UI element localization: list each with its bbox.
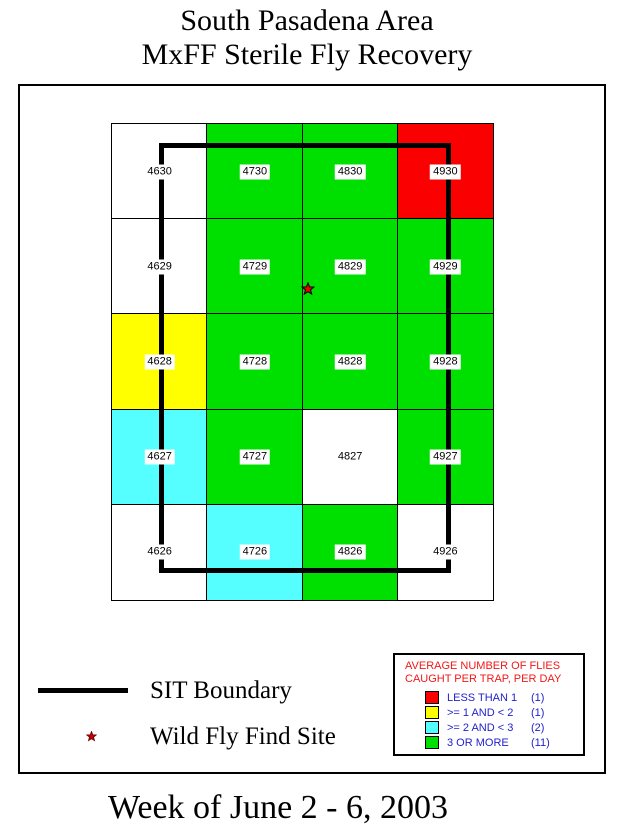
sit-boundary-label: SIT Boundary (150, 677, 292, 704)
legend-label: 3 OR MORE (447, 736, 509, 749)
cell-label-4630: 4630 (144, 164, 175, 180)
cell-label-4830: 4830 (334, 164, 366, 180)
legend-label: >= 1 AND < 2 (447, 706, 514, 719)
page-title-line1: South Pasadena Area (180, 4, 434, 37)
cell-label-4728: 4728 (239, 354, 271, 370)
map-frame (18, 84, 606, 774)
legend-title-line2: CAUGHT PER TRAP, PER DAY (405, 673, 562, 685)
week-label: Week of June 2 - 6, 2003 (107, 789, 449, 826)
cell-label-4829: 4829 (334, 259, 366, 275)
cell-label-4730: 4730 (239, 164, 271, 180)
cell-label-4627: 4627 (144, 449, 175, 465)
cell-label-4928: 4928 (430, 354, 461, 370)
wild-fly-key-star-icon (86, 731, 97, 742)
cell-label-4828: 4828 (334, 354, 366, 370)
flies-legend-box: AVERAGE NUMBER OF FLIES CAUGHT PER TRAP,… (393, 653, 585, 756)
legend-items: LESS THAN 1 (1) >= 1 AND < 2 (1) >= 2 AN… (425, 690, 583, 750)
legend-swatch-2 (425, 706, 439, 719)
grid-cell-4729 (207, 219, 303, 315)
legend-swatch-1 (425, 691, 439, 704)
cell-label-4628: 4628 (144, 354, 175, 370)
legend-title-line1: AVERAGE NUMBER OF FLIES (405, 660, 561, 672)
legend-count: (2) (531, 721, 545, 734)
cell-label-4629: 4629 (144, 259, 175, 275)
wild-fly-find-site-label: Wild Fly Find Site (150, 723, 336, 750)
cell-label-4930: 4930 (430, 164, 461, 180)
legend-row-2-to-3: >= 2 AND < 3 (2) (425, 720, 583, 735)
cell-label-4626: 4626 (144, 544, 175, 560)
page-title: South Pasadena Area MxFF Sterile Fly Rec… (0, 4, 614, 72)
grid-labels-layer: 4630 4730 4830 4930 4629 4729 4829 4929 4628 4728… (112, 124, 493, 600)
legend-row-1-to-2: >= 1 AND < 2 (1) (425, 705, 583, 720)
legend-swatch-4 (425, 736, 439, 749)
sit-boundary-line-sample (38, 688, 128, 693)
legend-label: LESS THAN 1 (447, 691, 518, 704)
page-title-line2: MxFF Sterile Fly Recovery (141, 38, 473, 71)
wild-fly-find-site-star-icon (301, 282, 315, 296)
legend-title: AVERAGE NUMBER OF FLIES CAUGHT PER TRAP,… (405, 660, 583, 686)
cell-label-4826: 4826 (334, 544, 366, 560)
cell-label-4726: 4726 (239, 544, 271, 560)
legend-row-3-or-more: 3 OR MORE (11) (425, 735, 583, 750)
cell-label-4927: 4927 (430, 449, 461, 465)
legend-count: (1) (531, 706, 545, 719)
cell-label-4729: 4729 (239, 259, 271, 275)
cell-label-4827: 4827 (334, 449, 366, 465)
legend-count: (11) (531, 736, 550, 749)
legend-swatch-3 (425, 721, 439, 734)
legend-label: >= 2 AND < 3 (447, 721, 514, 734)
cell-label-4727: 4727 (239, 449, 271, 465)
legend-count: (1) (531, 691, 545, 704)
legend-row-less-than-1: LESS THAN 1 (1) (425, 690, 583, 705)
cell-label-4929: 4929 (430, 259, 461, 275)
cell-label-4926: 4926 (430, 544, 461, 560)
